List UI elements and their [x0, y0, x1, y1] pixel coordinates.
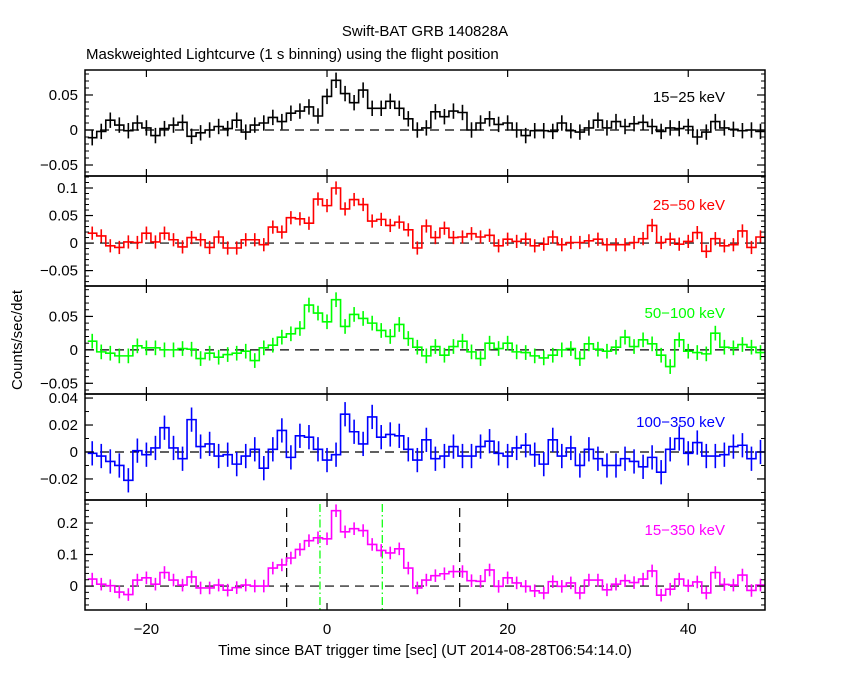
- energy-band-label: 15−25 keV: [653, 89, 725, 106]
- y-tick-label: 0: [70, 235, 78, 252]
- y-tick-label: 0.04: [49, 390, 78, 407]
- y-tick-label: 0.02: [49, 417, 78, 434]
- panel-5: 0 0.1 0.2 15−350 keV: [57, 499, 766, 611]
- y-tick-label: 0: [70, 444, 78, 461]
- y-tick-label: 0.2: [57, 515, 78, 532]
- y-tick-label: −0.05: [40, 157, 78, 174]
- lightcurve-step-line: [87, 413, 765, 482]
- y-axis-label: Counts/sec/det: [9, 289, 26, 390]
- y-tick-label: −0.02: [40, 471, 78, 488]
- x-tick-label: 40: [680, 621, 697, 638]
- chart-subtitle: Maskweighted Lightcurve (1 s binning) us…: [86, 46, 499, 63]
- y-tick-label: 0.1: [57, 547, 78, 564]
- series-group: [87, 504, 765, 602]
- x-tick-label: 20: [499, 621, 516, 638]
- y-tick-label: −0.05: [40, 375, 78, 392]
- panels-group: −0.05 0 0.05 15−25 keV −0.05 0 0.05 0.1 25−50 ke…: [40, 69, 766, 638]
- lightcurve-step-line: [87, 298, 765, 368]
- lightcurve-step-line: [87, 187, 765, 253]
- y-tick-label: 0.05: [49, 208, 78, 225]
- series-group: [87, 72, 765, 146]
- series-group: [87, 402, 765, 493]
- chart-title: Swift-BAT GRB 140828A: [342, 23, 508, 40]
- x-tick-label: −20: [134, 621, 159, 638]
- panel-2: −0.05 0 0.05 0.1 25−50 keV: [40, 175, 766, 287]
- panel-1: −0.05 0 0.05 15−25 keV: [40, 69, 766, 177]
- panel-frame: [84, 285, 766, 395]
- y-tick-label: −0.05: [40, 263, 78, 280]
- y-tick-label: 0.05: [49, 87, 78, 104]
- panel-3: −0.05 0 0.05 50−100 keV: [40, 285, 766, 395]
- series-group: [87, 292, 765, 374]
- y-tick-label: 0.1: [57, 180, 78, 197]
- series-group: [87, 181, 765, 258]
- x-tick-label: 0: [323, 621, 331, 638]
- y-tick-label: 0: [70, 122, 78, 139]
- y-tick-label: 0: [70, 578, 78, 595]
- y-tick-label: 0.05: [49, 308, 78, 325]
- energy-band-label: 25−50 keV: [653, 197, 725, 214]
- panel-4: −0.02 0 0.02 0.04 100−350 keV: [40, 390, 766, 501]
- x-axis-label: Time since BAT trigger time [sec] (UT 20…: [218, 642, 632, 659]
- panel-frame: [84, 175, 766, 287]
- energy-band-label: 15−350 keV: [645, 522, 726, 539]
- energy-band-label: 100−350 keV: [636, 414, 725, 431]
- energy-band-label: 50−100 keV: [645, 305, 726, 322]
- y-tick-label: 0: [70, 342, 78, 359]
- panel-frame: [84, 499, 766, 611]
